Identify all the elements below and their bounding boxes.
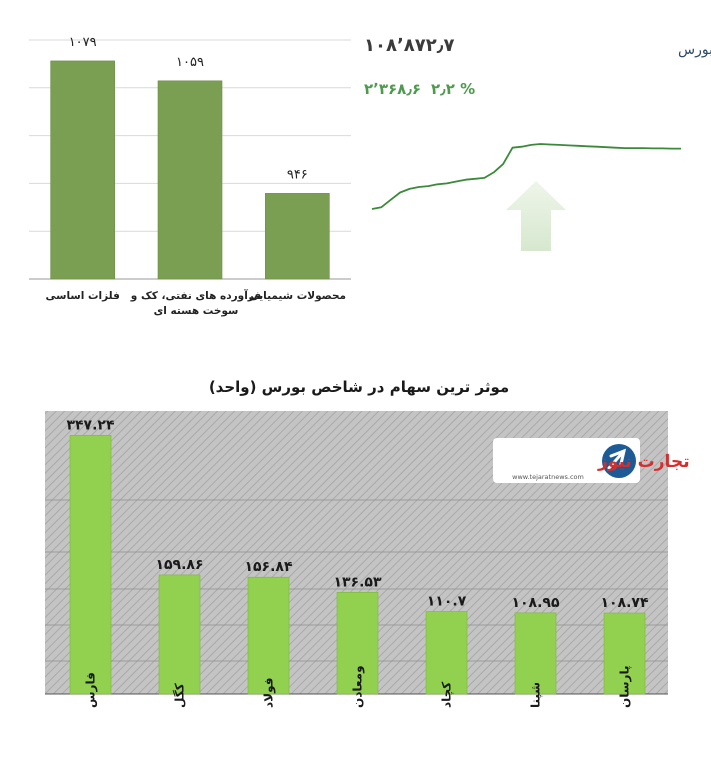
bar xyxy=(69,435,112,695)
index-value: ۱۰۸٬۸۷۲٫۷ xyxy=(364,35,454,56)
bar xyxy=(158,574,201,695)
category-label: ومعادن xyxy=(351,665,366,708)
category-label: فارس xyxy=(84,672,98,708)
logo-url-text: www.tejaratnews.com xyxy=(512,473,584,481)
bar xyxy=(157,80,223,280)
bar-value-label: ۱۱۰.۷ xyxy=(427,594,467,610)
bar-value-label: ۱۵۶.۸۴ xyxy=(244,559,292,575)
bar-value-label: ۱۰۵۹ xyxy=(176,55,204,70)
bar-value-label: ۱۳۶.۵۳ xyxy=(333,574,381,590)
bar-value-label: ۹۴۶ xyxy=(287,167,308,182)
bar xyxy=(247,576,290,695)
category-label: پارسان xyxy=(618,666,632,708)
logo-brand-text: تجارت نیوز xyxy=(597,452,690,472)
bar xyxy=(336,592,379,695)
bar-value-label: ۱۰۸.۹۵ xyxy=(511,595,559,611)
bar xyxy=(425,611,468,695)
tejarat-news-logo: تجارت نیوز www.tejaratnews.com xyxy=(493,438,690,483)
bar xyxy=(50,60,115,280)
bar-value-label: ۱۰۷۹ xyxy=(69,35,97,50)
bar xyxy=(265,193,330,280)
index-intraday-line xyxy=(371,143,681,210)
category-label: فولاد xyxy=(262,678,277,708)
up-arrow-icon xyxy=(506,181,566,251)
category-label: کچاد xyxy=(440,682,454,708)
category-label: کگل xyxy=(173,683,187,708)
bottom-chart-title: موثر ترین سهام در شاخص بورس (واحد) xyxy=(209,378,509,396)
index-change-percent: ۲٫۲ % xyxy=(431,80,475,98)
category-label: شپنا xyxy=(529,682,543,708)
logo-emblem-icon xyxy=(602,444,636,478)
industry-bar-chart: ۱۰۷۹ ۱۰۵۹ ۹۴۶ فلزات اساسی فرآورده های نفتی،… xyxy=(29,35,351,317)
index-panel: کل بورس ۱۰۸٬۸۷۲٫۷ ۲٬۳۶۸٫۶ ۲٫۲ % xyxy=(364,35,711,251)
category-label: فرآورده های نفتی، کک و xyxy=(130,289,262,302)
bar xyxy=(514,612,557,695)
category-label: محصولات شیمیایی xyxy=(249,290,346,302)
bar-value-label: ۱۵۹.۸۶ xyxy=(155,557,203,573)
bar xyxy=(603,612,646,695)
top-stocks-bar-chart: تجارت نیوز www.tejaratnews.com ۳۴۷.۲۴ ۱۵۹… xyxy=(45,411,690,708)
index-title: کل بورس xyxy=(678,42,711,58)
category-label: سوخت هسته ای xyxy=(154,305,239,317)
bar-value-label: ۳۴۷.۲۴ xyxy=(66,417,114,433)
index-change-value: ۲٬۳۶۸٫۶ xyxy=(364,80,421,98)
category-label: فلزات اساسی xyxy=(46,290,120,302)
bar-value-label: ۱۰۸.۷۴ xyxy=(600,595,648,611)
